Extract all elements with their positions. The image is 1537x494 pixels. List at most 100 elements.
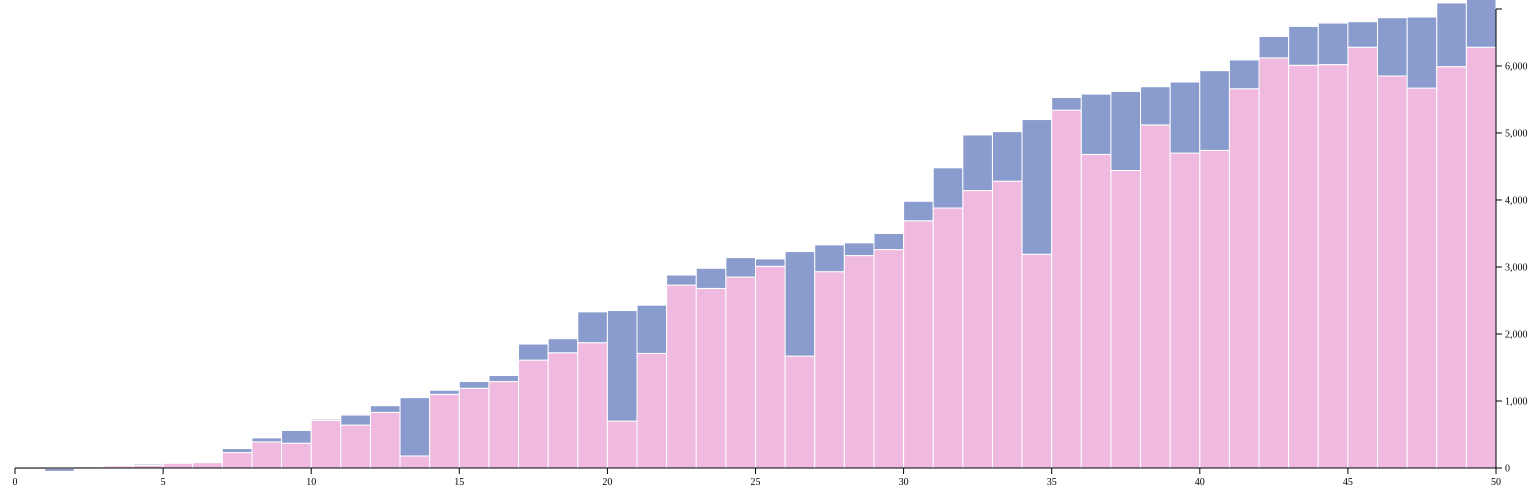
bar-series2-x47: [1377, 17, 1408, 77]
x-tick-label: 10: [306, 477, 316, 488]
bar-series1-x47: [1377, 75, 1408, 469]
bar-series2-x41: [1199, 70, 1230, 151]
bar-series2-x25: [725, 257, 757, 278]
bar-series1-x29: [843, 255, 875, 469]
bar-series1-x26: [755, 265, 786, 469]
bar-series1-x21: [606, 420, 638, 469]
bar-series1-x8: [221, 452, 253, 469]
bar-series1-x22: [636, 352, 668, 469]
bar-series1-x49: [1436, 66, 1467, 469]
x-tick-label: 15: [454, 477, 464, 488]
x-tick-label: 0: [13, 477, 18, 488]
bar-series2-x30: [873, 232, 905, 251]
bar-series1-x44: [1288, 64, 1319, 469]
bar-series2-x27: [784, 251, 816, 357]
bar-series2-x8: [221, 448, 253, 454]
bar-series1-x50: [1465, 46, 1497, 469]
bar-series2-x35: [1021, 119, 1053, 255]
bar-series1-x38: [1110, 169, 1142, 469]
y-tick-label: 1,000: [1505, 396, 1528, 407]
bar-series1-x32: [932, 207, 964, 469]
bar-series2-x44: [1288, 25, 1319, 66]
bar-series2-x42: [1228, 59, 1260, 90]
bar-series2-x43: [1258, 35, 1290, 59]
x-tick-label: 25: [751, 477, 761, 488]
bar-series1-x14: [399, 455, 431, 469]
bar-series1-x40: [1169, 152, 1201, 469]
bar-series2-x20: [577, 311, 608, 344]
bar-series1-x25: [725, 276, 757, 469]
bar-series1-x23: [666, 284, 697, 469]
bar-series2-x13: [369, 405, 401, 413]
bar-series1-x12: [340, 424, 371, 469]
bar-series2-x2: [44, 467, 75, 472]
bar-series1-x45: [1317, 64, 1349, 469]
bar-series1-x35: [1021, 253, 1053, 469]
y-tick-label: 0: [1505, 464, 1510, 475]
bar-series1-x34: [991, 180, 1023, 469]
y-tick-label: 4,000: [1505, 195, 1528, 206]
bar-series1-x39: [1140, 124, 1171, 469]
bar-series1-x37: [1080, 153, 1112, 469]
x-tick-label: 35: [1047, 477, 1057, 488]
bar-series2-x48: [1406, 16, 1438, 89]
bar-series2-x34: [991, 131, 1023, 182]
bar-series1-x17: [488, 381, 520, 469]
bar-series2-x10: [281, 429, 312, 444]
bar-series2-x45: [1317, 22, 1349, 66]
y-axis: 0 1,000 2,000 3,000 4,000 5,000 6,000: [1495, 8, 1528, 475]
bars-layer: [14, 0, 1497, 472]
bar-series1-x43: [1258, 57, 1290, 469]
bar-series2-x26: [755, 258, 786, 267]
y-tick-label: 3,000: [1505, 262, 1528, 273]
bar-series1-x46: [1347, 46, 1379, 469]
bar-series2-x11: [310, 418, 342, 421]
x-tick-label: 40: [1195, 477, 1205, 488]
bar-series2-x37: [1080, 93, 1112, 155]
bar-series2-x31: [903, 200, 934, 222]
bar-series2-x46: [1347, 21, 1379, 48]
bar-series2-x24: [695, 267, 727, 289]
bar-series2-x5: [132, 463, 164, 466]
bar-series2-x9: [251, 437, 283, 443]
x-tick-label: 20: [602, 477, 612, 488]
bar-series1-x36: [1051, 109, 1082, 469]
bar-series2-x33: [962, 134, 993, 192]
bar-series1-x27: [784, 355, 816, 469]
x-axis: 0 5 10 15 20 25 30 35 40 45 50: [13, 467, 1501, 488]
bar-series2-x38: [1110, 90, 1142, 171]
bar-series1-x9: [251, 441, 283, 469]
bar-series1-x15: [429, 393, 460, 469]
bar-series2-x40: [1169, 81, 1201, 154]
bar-series1-x30: [873, 249, 905, 469]
bar-series1-x18: [518, 359, 549, 469]
bar-series2-x18: [518, 343, 549, 361]
bar-series2-x17: [488, 375, 520, 383]
y-tick-label: 5,000: [1505, 128, 1528, 139]
bar-series1-x20: [577, 342, 608, 469]
bar-series2-x15: [429, 389, 460, 395]
bar-series2-x22: [636, 304, 668, 354]
bar-series2-x50: [1465, 0, 1497, 48]
bar-series1-x16: [458, 387, 490, 469]
bar-series1-x42: [1228, 88, 1260, 469]
bar-series2-x39: [1140, 86, 1171, 126]
bar-series2-x28: [814, 244, 845, 273]
bar-series1-x31: [903, 220, 934, 469]
bar-series1-x41: [1199, 149, 1230, 469]
bar-series2-x29: [843, 242, 875, 257]
bar-series1-x6: [162, 462, 194, 469]
bar-series2-x16: [458, 381, 490, 389]
bar-series2-x36: [1051, 96, 1082, 111]
bar-series1-x33: [962, 190, 993, 469]
bar-series1-x10: [281, 442, 312, 469]
x-tick-label: 50: [1491, 477, 1501, 488]
bar-series2-x49: [1436, 2, 1467, 68]
bar-series2-x12: [340, 414, 371, 426]
bar-series1-x11: [310, 419, 342, 469]
y-tick-label: 6,000: [1505, 61, 1528, 72]
bar-series2-x21: [606, 310, 638, 422]
x-tick-label: 30: [899, 477, 909, 488]
